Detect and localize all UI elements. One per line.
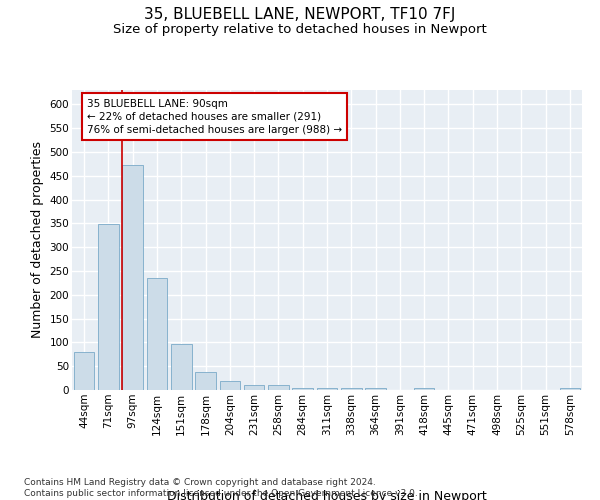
Bar xyxy=(220,382,240,390)
Bar xyxy=(98,224,119,390)
Text: Size of property relative to detached houses in Newport: Size of property relative to detached ho… xyxy=(113,22,487,36)
Text: Contains HM Land Registry data © Crown copyright and database right 2024.
Contai: Contains HM Land Registry data © Crown c… xyxy=(24,478,418,498)
Bar xyxy=(171,344,191,390)
Text: 35, BLUEBELL LANE, NEWPORT, TF10 7FJ: 35, BLUEBELL LANE, NEWPORT, TF10 7FJ xyxy=(145,8,455,22)
Bar xyxy=(122,165,143,390)
Bar xyxy=(268,385,289,390)
Bar xyxy=(560,388,580,390)
Bar xyxy=(317,388,337,390)
Text: 35 BLUEBELL LANE: 90sqm
← 22% of detached houses are smaller (291)
76% of semi-d: 35 BLUEBELL LANE: 90sqm ← 22% of detache… xyxy=(87,98,342,135)
Y-axis label: Number of detached properties: Number of detached properties xyxy=(31,142,44,338)
Bar xyxy=(292,388,313,390)
Bar xyxy=(74,352,94,390)
Bar xyxy=(341,388,362,390)
X-axis label: Distribution of detached houses by size in Newport: Distribution of detached houses by size … xyxy=(167,490,487,500)
Bar xyxy=(414,388,434,390)
Bar xyxy=(195,372,216,390)
Bar xyxy=(365,388,386,390)
Bar xyxy=(146,278,167,390)
Bar xyxy=(244,385,265,390)
